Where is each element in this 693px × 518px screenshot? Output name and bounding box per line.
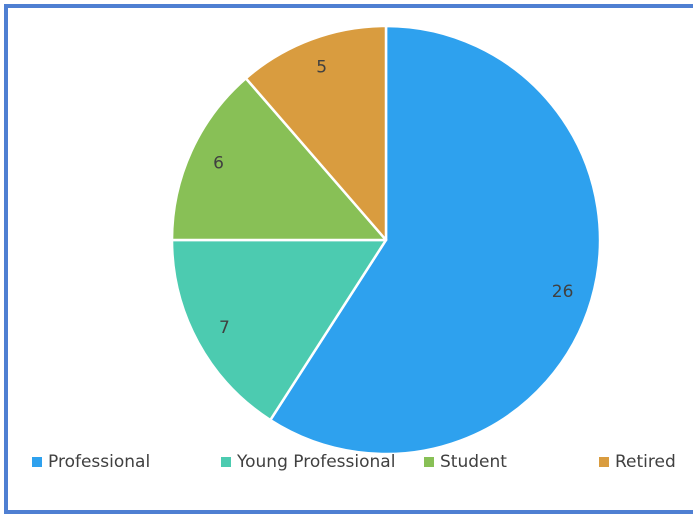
chart-frame: 26 7 6 5 Professional Young Professional Stud…: [4, 4, 693, 514]
legend-swatch-student: [424, 457, 434, 467]
legend-label-student: Student: [440, 452, 507, 472]
data-label-professional: 26: [552, 282, 574, 302]
pie-slices: [170, 24, 602, 456]
legend-item-student: Student: [424, 452, 507, 472]
legend-swatch-young-professional: [221, 457, 231, 467]
data-label-retired: 5: [316, 58, 327, 78]
legend: Professional Young Professional Student Ret…: [32, 452, 676, 472]
legend-item-young-professional: Young Professional: [221, 452, 395, 472]
legend-label-young-professional: Young Professional: [236, 452, 395, 472]
legend-item-professional: Professional: [32, 452, 150, 472]
pie-data-labels: 26 7 6 5: [213, 58, 573, 339]
data-label-student: 6: [213, 154, 224, 174]
pie-slice-retired: [244, 24, 388, 242]
legend-swatch-professional: [32, 457, 42, 467]
pie-slice-young-professional: [170, 238, 388, 422]
legend-swatch-retired: [599, 457, 609, 467]
pie-slice-professional: [269, 24, 602, 456]
pie-chart: 26 7 6 5 Professional Young Professional Stud…: [32, 24, 676, 472]
legend-item-retired: Retired: [599, 452, 676, 472]
legend-label-retired: Retired: [615, 452, 676, 472]
pie-slice-student: [170, 77, 388, 242]
data-label-young-professional: 7: [219, 318, 230, 338]
legend-label-professional: Professional: [48, 452, 150, 472]
